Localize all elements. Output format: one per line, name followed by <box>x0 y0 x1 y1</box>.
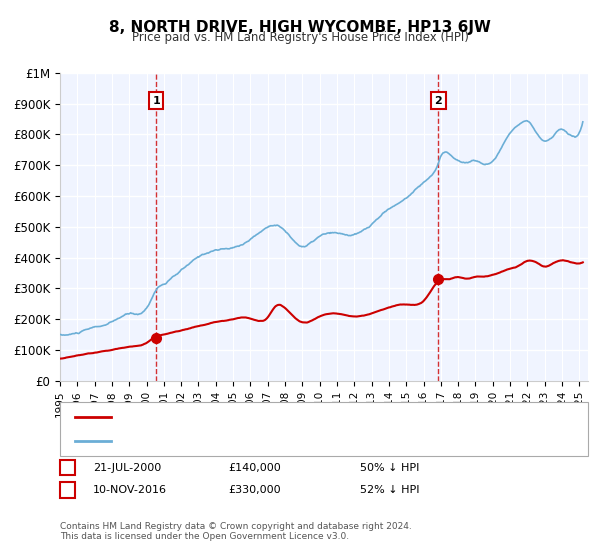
Text: 1: 1 <box>64 463 71 473</box>
Text: 2: 2 <box>64 485 71 495</box>
Text: £140,000: £140,000 <box>228 463 281 473</box>
Text: 8, NORTH DRIVE, HIGH WYCOMBE, HP13 6JW: 8, NORTH DRIVE, HIGH WYCOMBE, HP13 6JW <box>109 20 491 35</box>
Text: Contains HM Land Registry data © Crown copyright and database right 2024.
This d: Contains HM Land Registry data © Crown c… <box>60 522 412 542</box>
Text: 8, NORTH DRIVE, HIGH WYCOMBE, HP13 6JW (detached house): 8, NORTH DRIVE, HIGH WYCOMBE, HP13 6JW (… <box>117 412 444 422</box>
Text: 21-JUL-2000: 21-JUL-2000 <box>93 463 161 473</box>
Text: 1: 1 <box>152 96 160 105</box>
Text: HPI: Average price, detached house, Buckinghamshire: HPI: Average price, detached house, Buck… <box>117 436 401 446</box>
Text: Price paid vs. HM Land Registry's House Price Index (HPI): Price paid vs. HM Land Registry's House … <box>131 31 469 44</box>
Text: £330,000: £330,000 <box>228 485 281 495</box>
Text: 10-NOV-2016: 10-NOV-2016 <box>93 485 167 495</box>
Text: 2: 2 <box>434 96 442 105</box>
Text: 50% ↓ HPI: 50% ↓ HPI <box>360 463 419 473</box>
Text: 52% ↓ HPI: 52% ↓ HPI <box>360 485 419 495</box>
